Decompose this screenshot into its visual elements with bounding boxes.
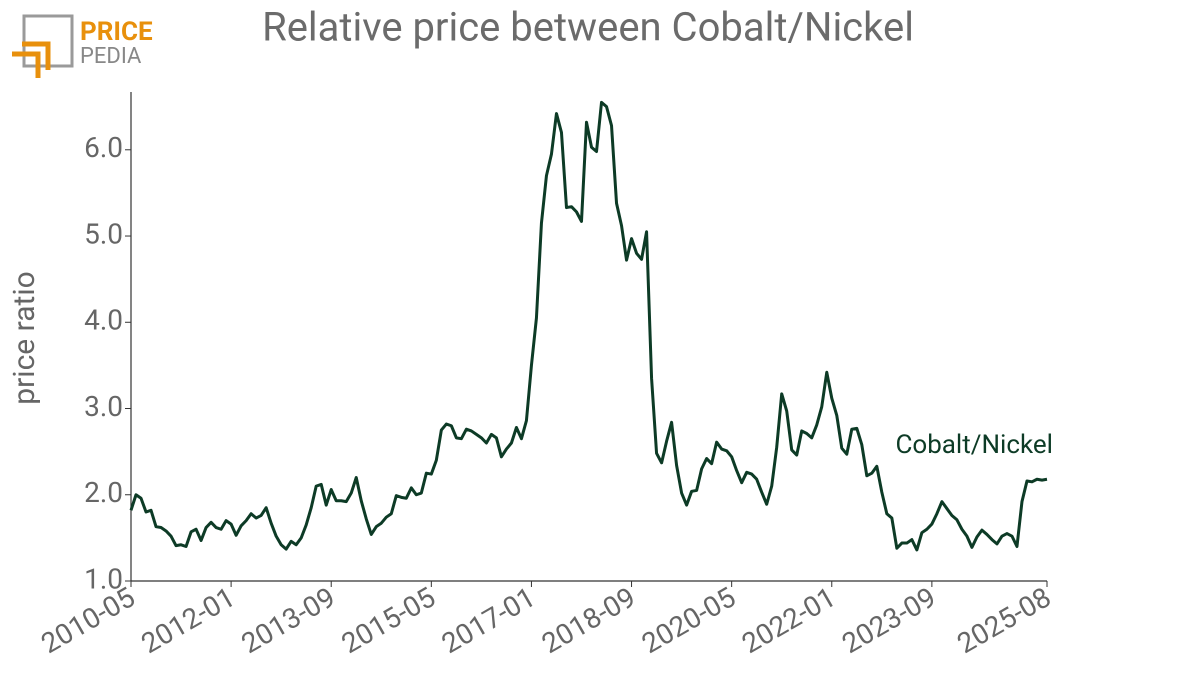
x-tick-label: 2020-05: [636, 580, 741, 660]
y-tick-label: 4.0: [84, 304, 123, 337]
y-tick-label: 5.0: [84, 217, 123, 250]
logo: PRICE PEDIA: [12, 14, 153, 78]
x-tick-label: 2023-09: [836, 580, 941, 660]
logo-text: PRICE: [80, 17, 153, 47]
chart-title: Relative price between Cobalt/Nickel: [262, 4, 914, 51]
y-tick-label: 2.0: [84, 476, 123, 509]
series-label: Cobalt/Nickel: [895, 430, 1053, 460]
y-tick-label: 1.0: [84, 562, 123, 595]
x-tick-label: 2025-08: [952, 580, 1057, 660]
x-tick-label: 2017-01: [436, 580, 541, 660]
x-tick-label: 2013-09: [236, 580, 341, 660]
data-line: [129, 100, 1048, 552]
logo-text: PEDIA: [80, 44, 142, 69]
y-axis-label: price ratio: [7, 271, 42, 404]
y-tick-label: 6.0: [84, 131, 123, 164]
x-tick-label: 2018-09: [536, 580, 641, 660]
y-tick-label: 3.0: [84, 390, 123, 423]
x-tick-label: 2015-05: [336, 580, 441, 660]
x-tick-label: 2012-01: [136, 580, 241, 660]
logo-mark: [12, 41, 51, 78]
x-tick-label: 2022-01: [736, 580, 841, 660]
